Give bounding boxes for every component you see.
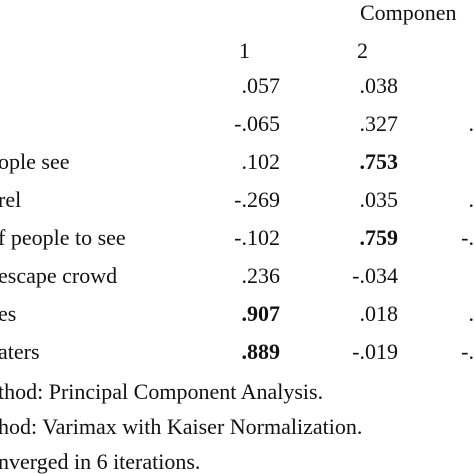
cell-c2: .327	[359, 111, 399, 136]
column-header-1: 1	[239, 38, 250, 63]
cell-c3: -.	[461, 225, 474, 250]
cell-c3: .	[468, 187, 474, 212]
cell-c1: .057	[241, 73, 281, 98]
footnote-extraction-method: thod: Principal Component Analysis.	[0, 379, 324, 404]
cell-c3: .	[468, 301, 474, 326]
cell-c2: .753	[359, 149, 399, 174]
cell-c1: .102	[241, 149, 281, 174]
cell-c2: .759	[359, 225, 399, 250]
column-header-2: 2	[357, 38, 368, 63]
row-label: ople see	[0, 149, 70, 174]
row-label: aters	[0, 339, 40, 364]
footnote-convergence: nverged in 6 iterations.	[0, 449, 201, 474]
cell-c3: -.	[461, 339, 474, 364]
row-label: rel	[0, 187, 22, 212]
footnote-rotation-method: hod: Varimax with Kaiser Normalization.	[0, 414, 363, 439]
row-label: f people to see	[0, 225, 126, 250]
cell-c1: .236	[241, 263, 281, 288]
cell-c1: -.269	[234, 187, 280, 212]
cell-c2: -.019	[352, 339, 398, 364]
table-header-component: Componen	[360, 0, 457, 25]
cell-c2: .035	[359, 187, 399, 212]
cell-c1: .907	[241, 301, 281, 326]
cell-c3: .	[468, 111, 474, 136]
cell-c1: -.102	[234, 225, 280, 250]
cell-c2: -.034	[352, 263, 398, 288]
cell-c1: -.065	[234, 111, 280, 136]
cell-c2: .038	[359, 73, 399, 98]
row-label: escape crowd	[0, 263, 118, 288]
row-label: es	[0, 301, 17, 326]
cell-c2: .018	[359, 301, 399, 326]
cell-c1: .889	[241, 339, 281, 364]
